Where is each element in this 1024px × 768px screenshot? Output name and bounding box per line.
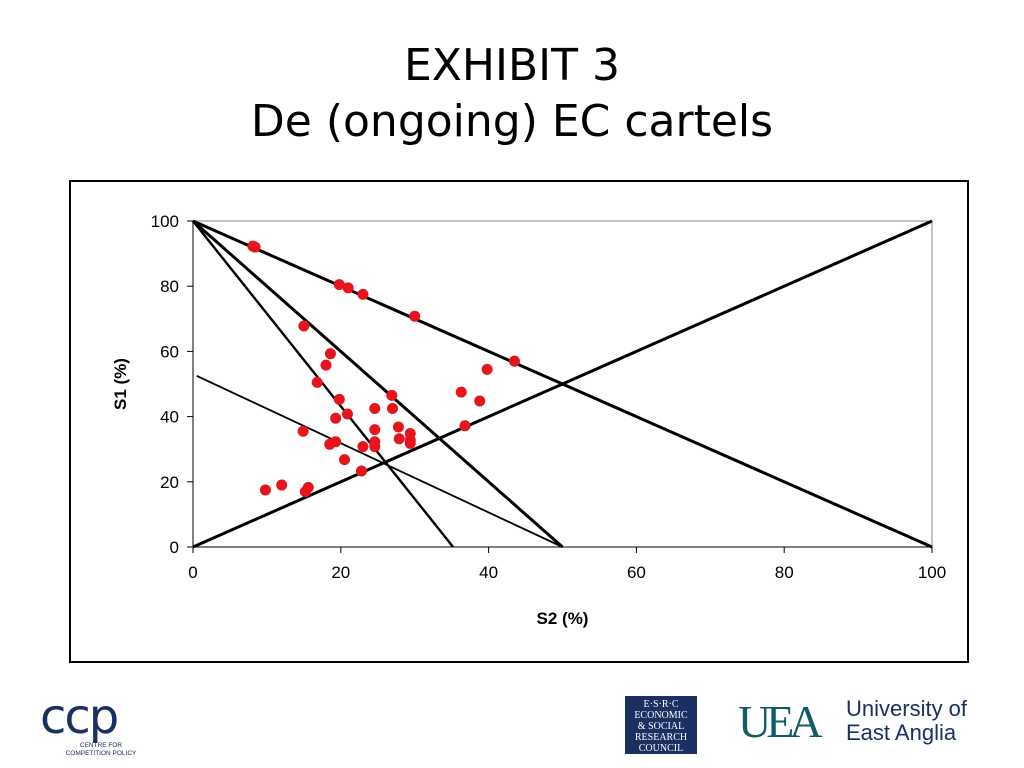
y-tick-label: 60 [160,342,179,361]
uea-name-line-2: East Anglia [846,720,957,745]
data-point [459,420,471,432]
y-tick-label: 0 [170,538,179,557]
data-point [311,376,323,388]
ccp-logo-subtitle: CENTRE FOR COMPETITION POLICY [46,742,156,758]
uea-logo: UEA University of East Anglia [738,696,988,752]
data-point [369,441,381,453]
reference-line [192,219,933,549]
ccp-logo-text: ccp [40,689,119,745]
data-point [330,412,342,424]
data-point [357,288,369,300]
reference-line [196,375,563,548]
esrc-line-1: E·S·R·C [643,699,679,710]
data-point [481,363,493,375]
reference-line [192,220,455,548]
esrc-line-2: ECONOMIC [634,710,688,721]
y-tick-label: 80 [160,277,179,296]
data-point [324,438,336,450]
data-point [404,437,416,449]
x-tick-label: 0 [188,563,197,582]
reference-line [192,219,564,549]
data-point [320,359,332,371]
data-point [409,310,421,322]
data-point [276,479,288,491]
title-line-1: EXHIBIT 3 [403,40,621,91]
data-point [259,484,271,496]
data-point [369,424,381,436]
slide-title: EXHIBIT 3 De (ongoing) EC cartels [0,38,1024,150]
data-point [333,393,345,405]
ccp-sub-line-1: CENTRE FOR [79,742,123,749]
x-tick-label: 60 [627,563,646,582]
uea-logo-mark: UEA [738,696,823,747]
scatter-chart: 0 20 40 60 80 100 0 20 40 60 80 100 S2 (%) S1 (%) [111,212,946,628]
y-tick-label: 100 [151,212,179,231]
data-point [333,279,345,291]
x-tick-label: 40 [479,563,498,582]
data-point [392,421,404,433]
data-point [355,465,367,477]
data-point [324,348,336,360]
data-point [342,282,354,294]
y-axis-title: S1 (%) [111,358,130,410]
ccp-sub-line-2: COMPETITION POLICY [65,750,137,757]
x-tick-label: 100 [918,563,946,582]
esrc-line-4: RESEARCH [634,732,688,743]
y-tick-label: 20 [160,473,179,492]
y-tick-label: 40 [160,408,179,427]
data-point [298,320,310,332]
chart-frame: 0 20 40 60 80 100 0 20 40 60 80 100 S2 (%) S1 (%) [69,180,969,663]
data-point [508,355,520,367]
data-point [338,454,350,466]
x-tick-label: 80 [775,563,794,582]
data-point [386,389,398,401]
x-axis-title: S2 (%) [537,609,589,628]
data-point [357,441,369,453]
data-point [297,425,309,437]
title-line-2: De (ongoing) EC cartels [250,96,774,147]
data-point [474,395,486,407]
data-point [455,386,467,398]
uea-logo-name: University of East Anglia [846,697,996,745]
x-tick-label: 20 [331,563,350,582]
data-point [341,408,353,420]
data-point [369,402,381,414]
data-point [393,433,405,445]
data-point [299,486,311,498]
data-point [249,241,261,253]
esrc-line-5: COUNCIL [638,743,684,754]
esrc-logo: E·S·R·C ECONOMIC & SOCIAL RESEARCH COUNC… [625,696,697,754]
ccp-logo: ccp CENTRE FOR COMPETITION POLICY [40,693,160,761]
esrc-line-3: & SOCIAL [637,721,685,732]
uea-name-line-1: University of [846,696,968,721]
data-point [387,402,399,414]
